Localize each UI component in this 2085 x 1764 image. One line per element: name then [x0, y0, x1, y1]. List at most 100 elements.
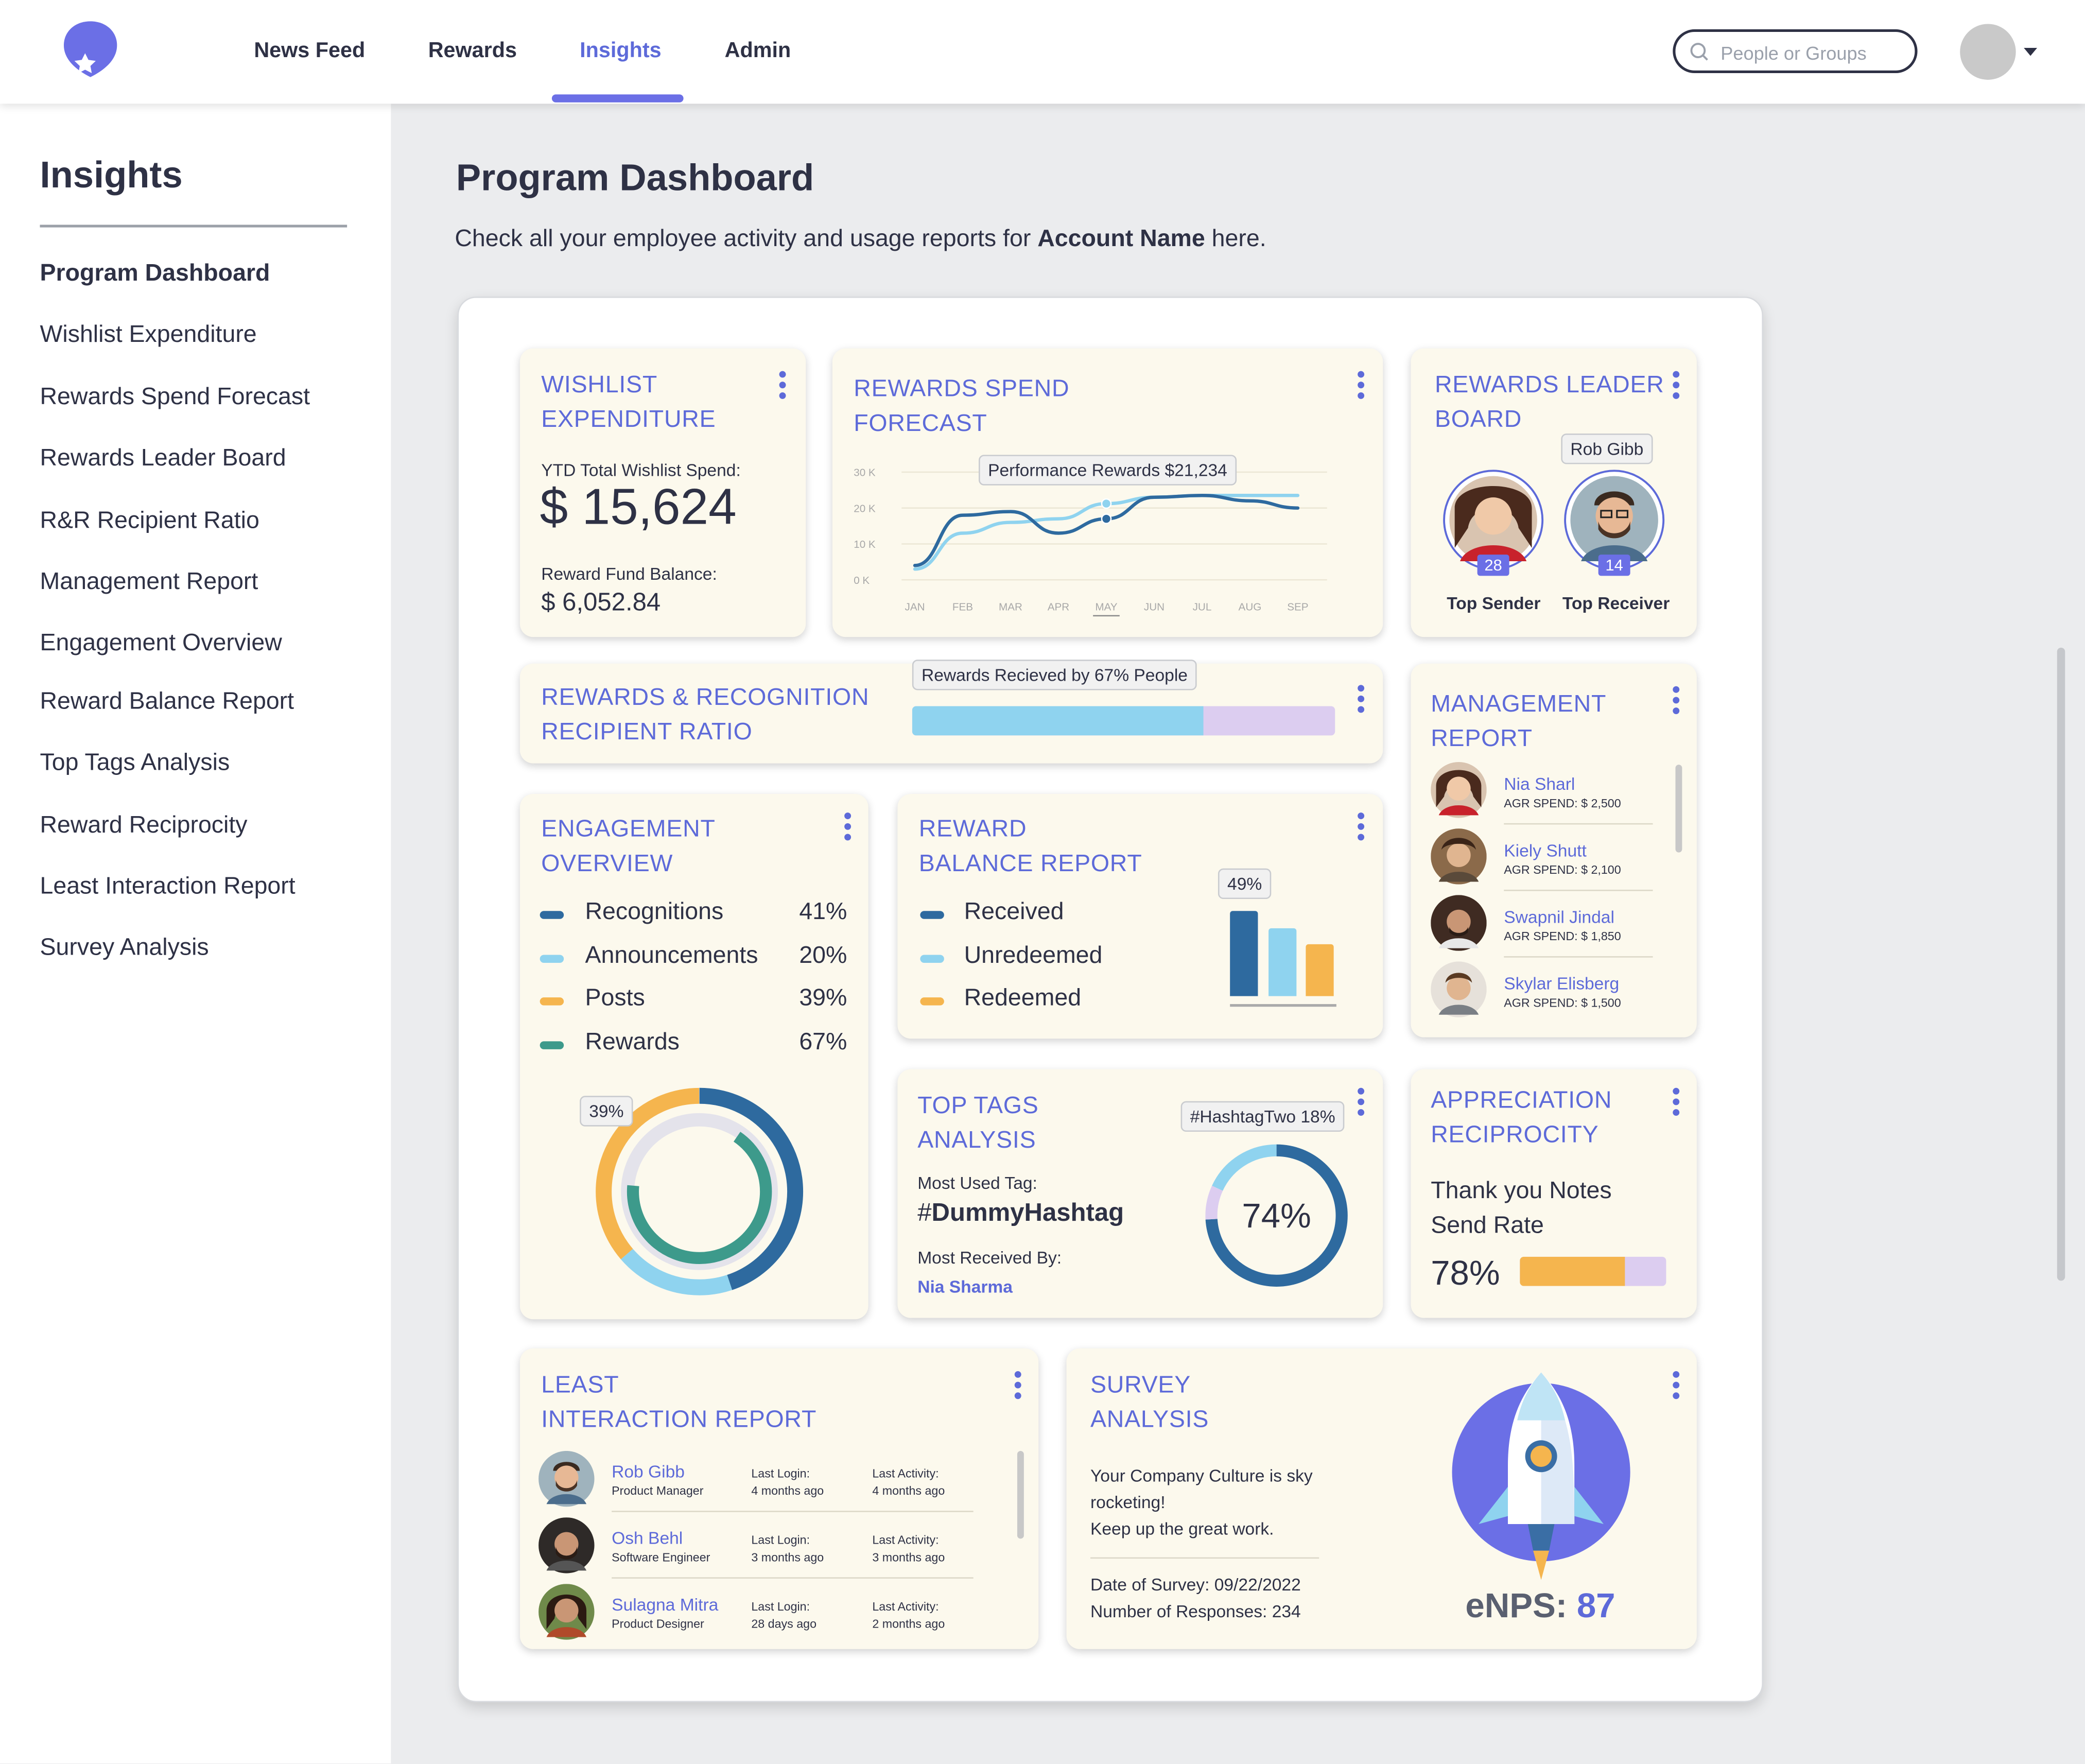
nav-admin[interactable]: Admin: [724, 40, 791, 63]
last-activity-value: 2 months ago: [872, 1617, 945, 1631]
sidebar-item-rewards-spend-forecast[interactable]: Rewards Spend Forecast: [40, 383, 310, 410]
last-login-label: Last Login:: [751, 1466, 810, 1480]
more-options-icon[interactable]: [779, 371, 787, 403]
more-options-icon[interactable]: [1014, 1371, 1022, 1403]
sidebar-title: Insights: [40, 154, 183, 196]
legend-label: Posts: [585, 984, 645, 1011]
nav-news-feed[interactable]: News Feed: [254, 40, 366, 63]
title-line: FORECAST: [854, 409, 987, 437]
title-line: MANAGEMENT: [1431, 690, 1607, 717]
more-options-icon[interactable]: [1673, 1087, 1680, 1120]
list-scrollbar[interactable]: [1675, 765, 1682, 853]
fund-label: Reward Fund Balance:: [541, 564, 717, 584]
subtitle-prefix: Check all your employee activity and usa…: [455, 224, 1038, 252]
last-activity-value: 4 months ago: [872, 1484, 945, 1498]
sidebar-item-rewards-leader-board[interactable]: Rewards Leader Board: [40, 444, 286, 471]
person-name[interactable]: Kiely Shutt: [1504, 840, 1587, 861]
sidebar-item-management-report[interactable]: Management Report: [40, 567, 258, 595]
management-report-card: MANAGEMENT REPORT Nia Sharl AGR SPEND: $ …: [1411, 663, 1697, 1037]
legend-value: 20%: [799, 941, 847, 969]
avatar[interactable]: [1960, 24, 2016, 80]
last-login-value: 28 days ago: [751, 1617, 817, 1631]
series-point[interactable]: [1101, 498, 1112, 509]
nav-rewards[interactable]: Rewards: [428, 40, 517, 63]
enps-label: eNPS:: [1465, 1585, 1577, 1625]
legend-label: Rewards: [585, 1028, 680, 1055]
most-used-label: Most Used Tag:: [917, 1173, 1037, 1193]
send-rate-bar-fill: [1520, 1256, 1625, 1286]
sidebar-item-wishlist-expenditure[interactable]: Wishlist Expenditure: [40, 320, 257, 348]
title-line: RECIPIENT RATIO: [541, 718, 753, 745]
chevron-down-icon[interactable]: [2024, 47, 2038, 56]
send-rate-bar: [1520, 1256, 1666, 1286]
sidebar-item-reward-balance-report[interactable]: Reward Balance Report: [40, 687, 294, 715]
top-receiver-avatar[interactable]: [1562, 468, 1666, 572]
receiver-count-badge: 14: [1598, 555, 1630, 576]
last-login-value: 4 months ago: [751, 1484, 824, 1498]
title-line: REWARDS & RECOGNITION: [541, 683, 870, 711]
sidebar-item-rr-recipient-ratio[interactable]: R&R Recipient Ratio: [40, 507, 259, 533]
person-role: Product Designer: [612, 1617, 704, 1631]
more-options-icon[interactable]: [1358, 812, 1365, 844]
legend-swatch-posts: [540, 997, 564, 1006]
title-line: TOP TAGS: [917, 1092, 1039, 1119]
sidebar-item-survey-analysis[interactable]: Survey Analysis: [40, 933, 209, 960]
leader-board-card: REWARDS LEADER BOARD Rob Gibb 28 14 Top S…: [1411, 348, 1697, 637]
card-title: REWARD BALANCE REPORT: [919, 811, 1142, 880]
top-tags-card: TOP TAGS ANALYSIS Most Used Tag: #DummyHa…: [897, 1069, 1383, 1318]
search-input[interactable]: People or Groups: [1673, 29, 1918, 74]
series-point[interactable]: [1101, 513, 1112, 524]
more-options-icon[interactable]: [1673, 371, 1680, 403]
most-received-value[interactable]: Nia Sharma: [917, 1276, 1013, 1297]
more-options-icon[interactable]: [1673, 686, 1680, 718]
person-name[interactable]: Swapnil Jindal: [1504, 907, 1614, 927]
more-options-icon[interactable]: [844, 812, 852, 844]
bar-tooltip: 49%: [1218, 868, 1272, 900]
last-login-value: 3 months ago: [751, 1550, 824, 1564]
x-tick-label: JUL: [1193, 601, 1212, 613]
top-bar: News Feed Rewards Insights Admin People …: [0, 0, 2085, 104]
card-title: ENGAGEMENT OVERVIEW: [541, 811, 715, 880]
logo-icon[interactable]: [61, 19, 120, 85]
more-options-icon[interactable]: [1673, 1371, 1680, 1403]
person-name[interactable]: Skylar Elisberg: [1504, 973, 1620, 994]
legend-value: 67%: [799, 1028, 847, 1055]
person-role: Product Manager: [612, 1484, 704, 1498]
sidebar-item-program-dashboard[interactable]: Program Dashboard: [40, 259, 270, 286]
sidebar-item-engagement-overview[interactable]: Engagement Overview: [40, 629, 282, 656]
person-name[interactable]: Nia Sharl: [1504, 774, 1575, 794]
last-login-label: Last Login:: [751, 1533, 810, 1547]
tags-center-value: 74%: [1242, 1196, 1311, 1236]
title-line: ANALYSIS: [1090, 1406, 1209, 1432]
person-avatar: [1431, 961, 1487, 1017]
rocket-icon: [1452, 1372, 1630, 1580]
more-options-icon[interactable]: [1358, 371, 1365, 403]
hash-symbol: #: [917, 1199, 932, 1228]
more-options-icon[interactable]: [1358, 1087, 1365, 1120]
tags-tooltip: #HashtagTwo 18%: [1180, 1101, 1345, 1132]
donut-tooltip: 39%: [580, 1096, 633, 1127]
person-avatar: [1431, 762, 1487, 818]
top-sender-avatar[interactable]: [1441, 468, 1545, 572]
most-used-value: #DummyHashtag: [917, 1200, 1124, 1229]
hashtag-name: DummyHashtag: [931, 1199, 1124, 1228]
legend-swatch-announcements: [540, 955, 564, 963]
person-name[interactable]: Osh Behl: [612, 1528, 683, 1548]
ytd-label: YTD Total Wishlist Spend:: [541, 460, 741, 480]
card-title: SURVEY ANALYSIS: [1090, 1367, 1209, 1436]
sidebar-item-least-interaction-report[interactable]: Least Interaction Report: [40, 872, 296, 900]
more-options-icon[interactable]: [1358, 685, 1365, 717]
leader-tooltip: Rob Gibb: [1561, 434, 1653, 464]
x-tick-label: MAR: [999, 601, 1022, 613]
forecast-chart: 0 K 10 K 20 K 30 K JAN FEB MAR APR MAY JUN JUL AUG S…: [854, 467, 1327, 617]
x-tick-label: AUG: [1239, 601, 1262, 613]
list-scrollbar[interactable]: [1017, 1450, 1024, 1539]
person-name[interactable]: Sulagna Mitra: [612, 1594, 719, 1615]
sidebar-item-top-tags-analysis[interactable]: Top Tags Analysis: [40, 749, 230, 775]
divider: [612, 1511, 974, 1512]
sidebar-item-reward-reciprocity[interactable]: Reward Reciprocity: [40, 811, 248, 838]
nav-insights[interactable]: Insights: [580, 40, 662, 63]
person-name[interactable]: Rob Gibb: [612, 1461, 685, 1482]
survey-responses: Number of Responses: 234: [1090, 1601, 1301, 1621]
page-scrollbar[interactable]: [2057, 647, 2065, 1281]
